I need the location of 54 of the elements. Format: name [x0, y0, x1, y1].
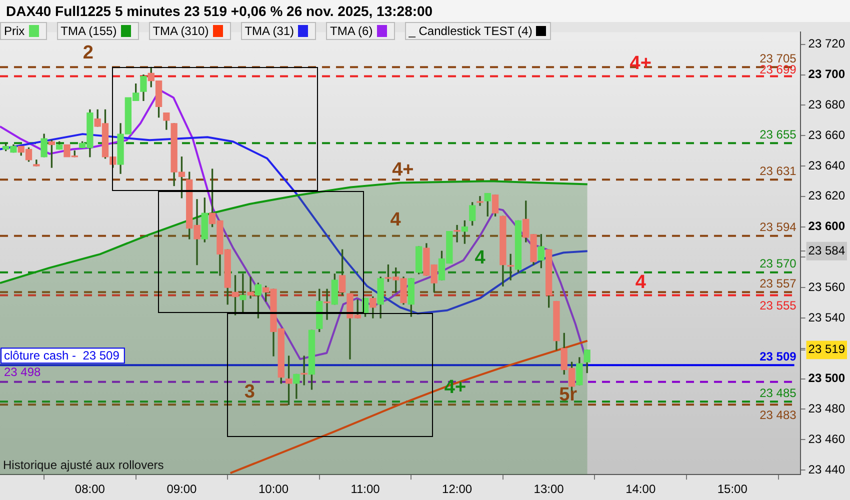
candlestick [476, 196, 484, 206]
ref-line-label: 23 570 [760, 256, 797, 271]
y-tick-label: 23 600 [808, 219, 846, 234]
y-tick-label: 23 640 [808, 158, 846, 172]
annotation: 3 [244, 381, 255, 402]
candlestick [247, 276, 254, 299]
y-tick-label: 23 460 [808, 432, 846, 446]
ref-line-label: 23 594 [760, 220, 797, 234]
chart-title: DAX40 Full1225 5 minutes 23 519 +0,06 % 26 nov. 2025, 13:28:00 [0, 0, 850, 22]
x-tick-label: 14:00 [626, 482, 656, 496]
y-tick-label: 23 584 [808, 243, 846, 258]
legend-label: TMA (6) [330, 24, 373, 38]
annotation: _ Candlestick TEST (4) [408, 24, 532, 38]
y-tick-label: 23 680 [808, 97, 846, 112]
annotation: 2 [82, 42, 94, 64]
ref-line-label: 23 557 [760, 276, 797, 290]
annotation: 4+ [392, 159, 414, 180]
legend-label: TMA (310) [152, 24, 209, 38]
x-tick-label: 09:00 [166, 482, 198, 496]
annotation: 4+ [444, 376, 466, 398]
y-tick-label: 23 700 [808, 67, 846, 82]
y-tick-label: 23 500 [808, 371, 846, 386]
legend-label: TMA (31) [244, 24, 294, 38]
x-tick-label: 10:00 [258, 482, 289, 496]
annotation: 4 [635, 272, 646, 293]
annotation: 4 [474, 248, 486, 269]
ref-line-label: 23 483 [760, 408, 797, 422]
candlestick [454, 224, 460, 242]
y-tick-label: 23 620 [808, 188, 846, 203]
y-tick-label: 23 560 [808, 280, 846, 294]
ref-line-label: 23 631 [760, 164, 797, 178]
x-tick-label: 12:00 [442, 482, 472, 496]
annotation: Historique ajusté aux rollovers [3, 458, 164, 472]
ref-line-label: 23 485 [760, 386, 797, 400]
y-tick-label: 23 720 [808, 36, 846, 51]
y-tick-label: 23 440 [808, 462, 846, 476]
ref-line-label: 23 555 [760, 298, 797, 312]
annotation: 5r [559, 384, 578, 406]
annotation: 4 [390, 210, 402, 231]
x-tick-label: 13:00 [534, 482, 564, 496]
x-tick-label: 15:00 [717, 482, 748, 496]
legend-label: Prix [4, 24, 25, 38]
ref-line-label: 23 655 [760, 127, 797, 142]
annotation: 23 498 [4, 365, 42, 380]
legend-label: TMA (155) [60, 24, 117, 38]
y-tick-label: 23 540 [808, 310, 846, 324]
candlestick [324, 288, 330, 320]
annotation: clôture cash - 23 509 [4, 348, 120, 362]
x-tick-label: 11:00 [350, 482, 380, 496]
y-tick-label: 23 519 [808, 342, 846, 356]
ref-line-label: 23 509 [760, 349, 797, 364]
y-tick-label: 23 480 [808, 402, 846, 416]
y-tick-label: 23 660 [808, 128, 846, 142]
x-tick-label: 08:00 [74, 482, 106, 496]
